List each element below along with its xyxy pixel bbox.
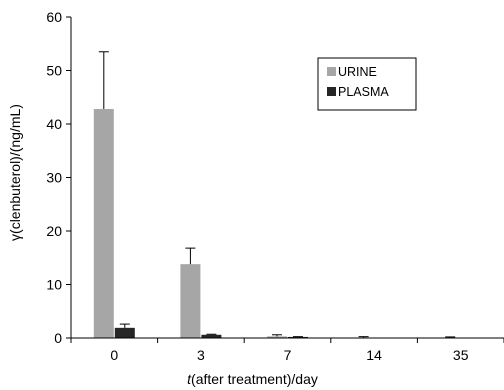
legend: URINE PLASMA: [317, 57, 417, 111]
legend-box: [317, 57, 417, 111]
y-tick-label: 40: [46, 116, 62, 132]
legend-swatch-urine: [327, 67, 336, 76]
x-axis-title-rest: (after treatment)/day: [191, 371, 318, 387]
x-tick-label: 35: [453, 347, 469, 363]
y-tick-label: 0: [54, 330, 62, 346]
y-axis-title-greek: γ: [7, 234, 23, 241]
y-tick-label: 60: [46, 9, 62, 25]
axes-layer: [70, 17, 504, 339]
legend-swatch-plasma: [327, 87, 336, 96]
y-axis-title-rest: (clenbuterol)/(ng/mL): [7, 104, 23, 234]
y-tick-label: 20: [46, 223, 62, 239]
x-tick-label: 14: [366, 347, 382, 363]
y-tick-label: 30: [46, 170, 62, 186]
x-ticks: 0 3 7 14 35: [70, 338, 504, 363]
bars-layer: [93, 51, 482, 339]
bar-urine: [93, 109, 114, 339]
y-tick-label: 50: [46, 63, 62, 79]
x-tick-label: 3: [197, 347, 205, 363]
legend-label-urine: URINE: [338, 65, 377, 79]
y-axis-title: γ(clenbuterol)/(ng/mL): [7, 104, 23, 241]
y-tick-label: 10: [46, 277, 62, 293]
bar-plasma: [114, 327, 135, 338]
bar-urine: [267, 336, 287, 338]
legend-label-plasma: PLASMA: [338, 85, 389, 99]
bar-urine: [180, 264, 201, 338]
bar-plasma: [201, 334, 222, 338]
x-tick-label: 7: [284, 347, 292, 363]
x-axis-title: t(after treatment)/day: [187, 371, 318, 387]
x-axis-title-italic: t: [187, 371, 192, 387]
bar-plasma: [288, 336, 308, 338]
x-tick-label: 0: [110, 347, 118, 363]
y-ticks: 0 10 20 30 40 50 60: [46, 9, 71, 346]
